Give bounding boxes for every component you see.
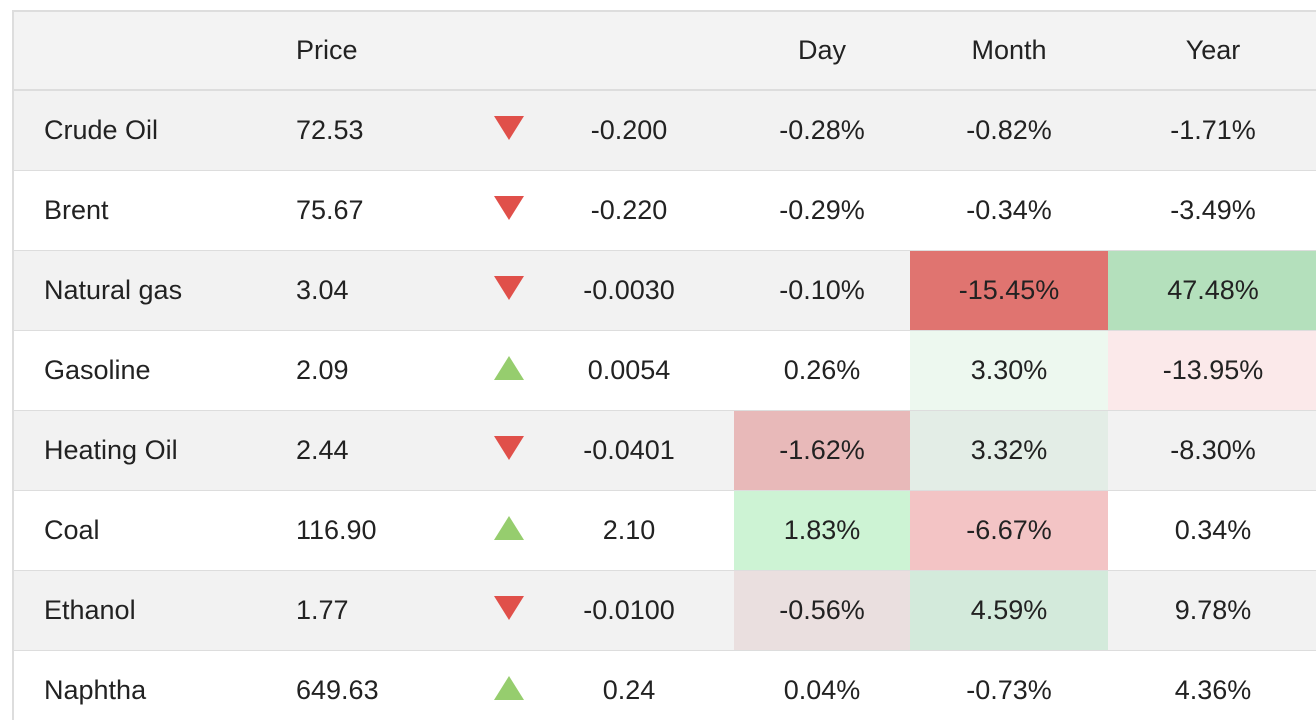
commodity-name[interactable]: Natural gas [14, 250, 266, 331]
down-arrow-icon [494, 195, 524, 220]
direction-cell [454, 650, 524, 720]
day-change-cell: -0.28% [734, 90, 910, 171]
header-price[interactable]: Price [266, 12, 454, 91]
table-row[interactable]: Gasoline 2.09 0.0054 0.26% 3.30% -13.95% [14, 330, 1316, 411]
day-change-cell: 0.04% [734, 650, 910, 720]
down-arrow-icon [494, 115, 524, 140]
month-change-cell: 3.30% [910, 330, 1108, 411]
header-row: Price Day Month Year [14, 12, 1316, 91]
year-change-cell: 4.36% [1108, 650, 1316, 720]
header-change-cell [524, 12, 734, 91]
up-arrow-icon [494, 355, 524, 380]
change-cell: -0.0100 [524, 570, 734, 651]
month-change-cell: -6.67% [910, 490, 1108, 571]
change-cell: -0.220 [524, 170, 734, 251]
year-change-cell: 0.34% [1108, 490, 1316, 571]
price-cell: 75.67 [266, 170, 454, 251]
month-change-cell: -0.34% [910, 170, 1108, 251]
month-change-cell: 3.32% [910, 410, 1108, 491]
commodities-table: Price Day Month Year Crude Oil 72.53 -0.20… [14, 12, 1316, 720]
direction-cell [454, 410, 524, 491]
price-cell: 2.44 [266, 410, 454, 491]
table-header: Price Day Month Year [14, 12, 1316, 91]
down-arrow-icon [494, 435, 524, 460]
price-cell: 649.63 [266, 650, 454, 720]
day-change-cell: -1.62% [734, 410, 910, 491]
year-change-cell: -8.30% [1108, 410, 1316, 491]
day-change-cell: 0.26% [734, 330, 910, 411]
year-change-cell: 47.48% [1108, 250, 1316, 331]
day-change-cell: -0.56% [734, 570, 910, 651]
year-change-cell: -3.49% [1108, 170, 1316, 251]
change-cell: -0.0030 [524, 250, 734, 331]
direction-cell [454, 250, 524, 331]
month-change-cell: -0.82% [910, 90, 1108, 171]
direction-cell [454, 90, 524, 171]
header-month[interactable]: Month [910, 12, 1108, 91]
commodity-name[interactable]: Heating Oil [14, 410, 266, 491]
day-change-cell: -0.10% [734, 250, 910, 331]
commodity-name[interactable]: Coal [14, 490, 266, 571]
day-change-cell: 1.83% [734, 490, 910, 571]
down-arrow-icon [494, 595, 524, 620]
year-change-cell: 9.78% [1108, 570, 1316, 651]
day-change-cell: -0.29% [734, 170, 910, 251]
price-cell: 72.53 [266, 90, 454, 171]
table-row[interactable]: Coal 116.90 2.10 1.83% -6.67% 0.34% [14, 490, 1316, 571]
month-change-cell: 4.59% [910, 570, 1108, 651]
direction-cell [454, 330, 524, 411]
down-arrow-icon [494, 275, 524, 300]
month-change-cell: -0.73% [910, 650, 1108, 720]
month-change-cell: -15.45% [910, 250, 1108, 331]
price-cell: 3.04 [266, 250, 454, 331]
change-cell: 0.24 [524, 650, 734, 720]
table-row[interactable]: Brent 75.67 -0.220 -0.29% -0.34% -3.49% [14, 170, 1316, 251]
table-row[interactable]: Crude Oil 72.53 -0.200 -0.28% -0.82% -1.71% [14, 90, 1316, 171]
price-cell: 2.09 [266, 330, 454, 411]
table-row[interactable]: Ethanol 1.77 -0.0100 -0.56% 4.59% 9.78% [14, 570, 1316, 651]
change-cell: 0.0054 [524, 330, 734, 411]
direction-cell [454, 570, 524, 651]
direction-cell [454, 170, 524, 251]
table-row[interactable]: Heating Oil 2.44 -0.0401 -1.62% 3.32% -8.30% [14, 410, 1316, 491]
commodity-name[interactable]: Naphtha [14, 650, 266, 720]
table-body: Crude Oil 72.53 -0.200 -0.28% -0.82% -1.71% Br… [14, 90, 1316, 720]
header-arrow-cell [454, 12, 524, 91]
change-cell: -0.200 [524, 90, 734, 171]
up-arrow-icon [494, 675, 524, 700]
change-cell: -0.0401 [524, 410, 734, 491]
commodities-table-container: Price Day Month Year Crude Oil 72.53 -0.20… [12, 10, 1316, 720]
direction-cell [454, 490, 524, 571]
price-cell: 116.90 [266, 490, 454, 571]
commodity-name[interactable]: Crude Oil [14, 90, 266, 171]
table-row[interactable]: Natural gas 3.04 -0.0030 -0.10% -15.45% 47.48… [14, 250, 1316, 331]
header-year[interactable]: Year [1108, 12, 1316, 91]
header-day[interactable]: Day [734, 12, 910, 91]
up-arrow-icon [494, 515, 524, 540]
year-change-cell: -1.71% [1108, 90, 1316, 171]
change-cell: 2.10 [524, 490, 734, 571]
year-change-cell: -13.95% [1108, 330, 1316, 411]
price-cell: 1.77 [266, 570, 454, 651]
header-name-cell [14, 12, 266, 91]
commodity-name[interactable]: Ethanol [14, 570, 266, 651]
table-row[interactable]: Naphtha 649.63 0.24 0.04% -0.73% 4.36% [14, 650, 1316, 720]
commodity-name[interactable]: Gasoline [14, 330, 266, 411]
commodity-name[interactable]: Brent [14, 170, 266, 251]
